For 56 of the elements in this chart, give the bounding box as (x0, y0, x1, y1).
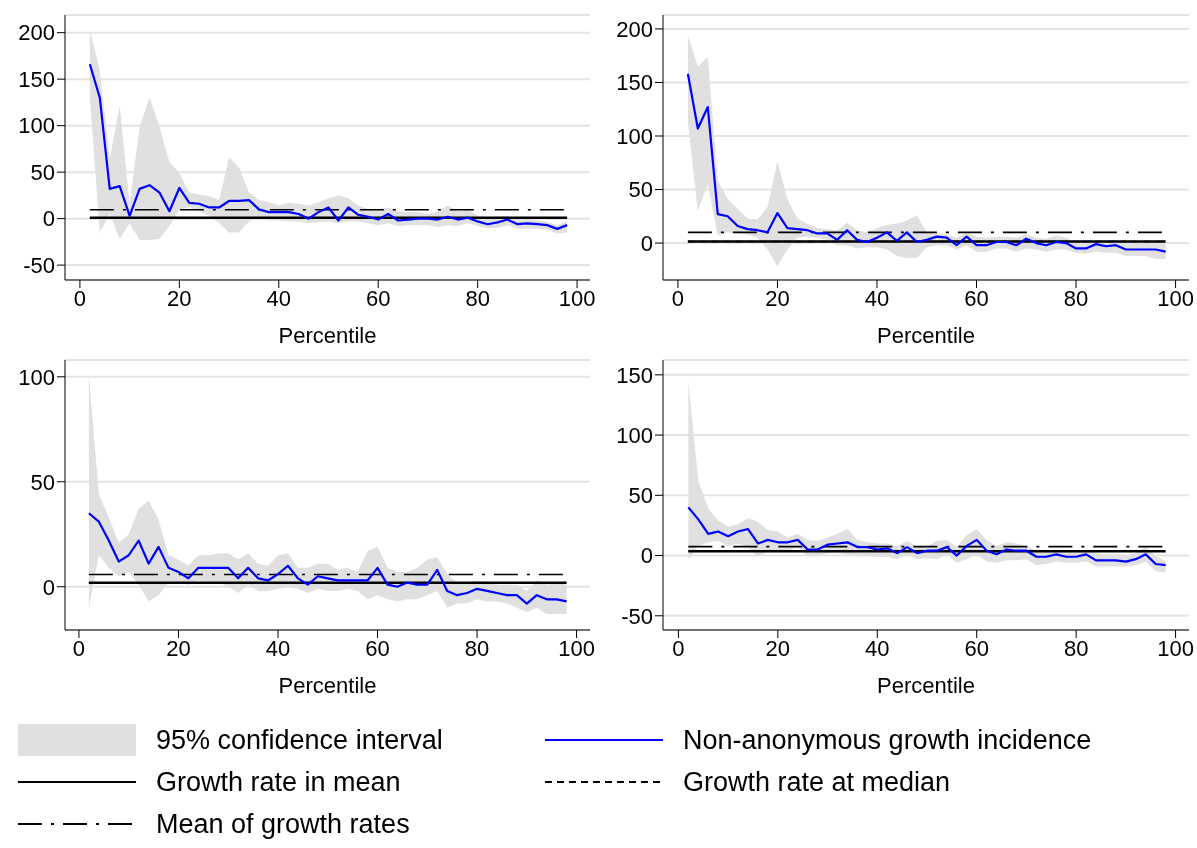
line-series (88, 63, 569, 230)
line-series (686, 72, 1167, 253)
y-tick-label: 0 (640, 230, 653, 256)
x-tick-label: 40 (266, 285, 292, 311)
x-tick-label: 80 (464, 635, 490, 661)
x-tick-label: 40 (864, 285, 890, 311)
x-axis-title: Percentile (877, 323, 975, 348)
x-tick-label: 40 (865, 635, 890, 661)
y-tick-label: 0 (42, 574, 55, 600)
y-tick-label: -50 (621, 603, 653, 629)
y-tick-label: 50 (628, 177, 653, 203)
y-tick-label: 0 (42, 206, 55, 232)
x-tick-label: 60 (365, 635, 390, 661)
x-tick-label: 100 (558, 285, 596, 311)
y-tick-label: 50 (30, 469, 55, 495)
line-series (87, 512, 568, 605)
legend-label: Growth rate at median (683, 766, 951, 798)
x-tick-label: 0 (73, 285, 87, 311)
y-tick-label: 100 (18, 113, 55, 139)
x-tick-label: 20 (765, 285, 790, 311)
x-axis-title: Percentile (278, 673, 377, 698)
y-tick-label: 50 (30, 159, 55, 185)
x-tick-label: 20 (166, 635, 191, 661)
y-tick-label: 150 (18, 66, 55, 92)
x-axis-title: Percentile (278, 323, 377, 348)
x-tick-label: 60 (964, 635, 989, 661)
text: 95% confidence interval (156, 724, 443, 756)
x-tick-label: 20 (765, 635, 791, 661)
legend-label: Non-anonymous growth incidence (683, 724, 1092, 756)
y-tick-label: 100 (18, 364, 55, 390)
y-tick-label: -50 (23, 252, 55, 278)
x-tick-label: 80 (465, 285, 490, 311)
x-axis-title: Percentile (877, 673, 975, 698)
x-tick-label: 100 (558, 635, 595, 661)
y-tick-label: 100 (616, 422, 653, 448)
x-tick-label: 0 (672, 635, 685, 661)
y-tick-label: 0 (640, 543, 653, 569)
x-tick-label: 60 (964, 285, 989, 311)
x-tick-label: 40 (265, 635, 291, 661)
x-tick-label: 60 (365, 285, 391, 311)
y-tick-label: 50 (628, 483, 653, 509)
y-tick-label: 200 (18, 20, 55, 46)
line-series (687, 506, 1167, 567)
x-tick-label: 80 (1063, 285, 1089, 311)
x-tick-label: 0 (671, 285, 685, 311)
y-tick-label: 150 (616, 362, 653, 388)
y-tick-label: 150 (616, 70, 653, 96)
legend-label: Mean of growth rates (156, 808, 410, 840)
x-tick-label: 100 (1157, 285, 1194, 311)
y-tick-label: 100 (616, 123, 653, 149)
x-tick-label: 20 (167, 285, 192, 311)
y-tick-label: 200 (616, 16, 653, 42)
x-tick-label: 80 (1063, 635, 1089, 661)
x-tick-label: 0 (72, 635, 86, 661)
legend-label: Growth rate in mean (156, 766, 401, 798)
x-tick-label: 100 (1157, 635, 1194, 661)
